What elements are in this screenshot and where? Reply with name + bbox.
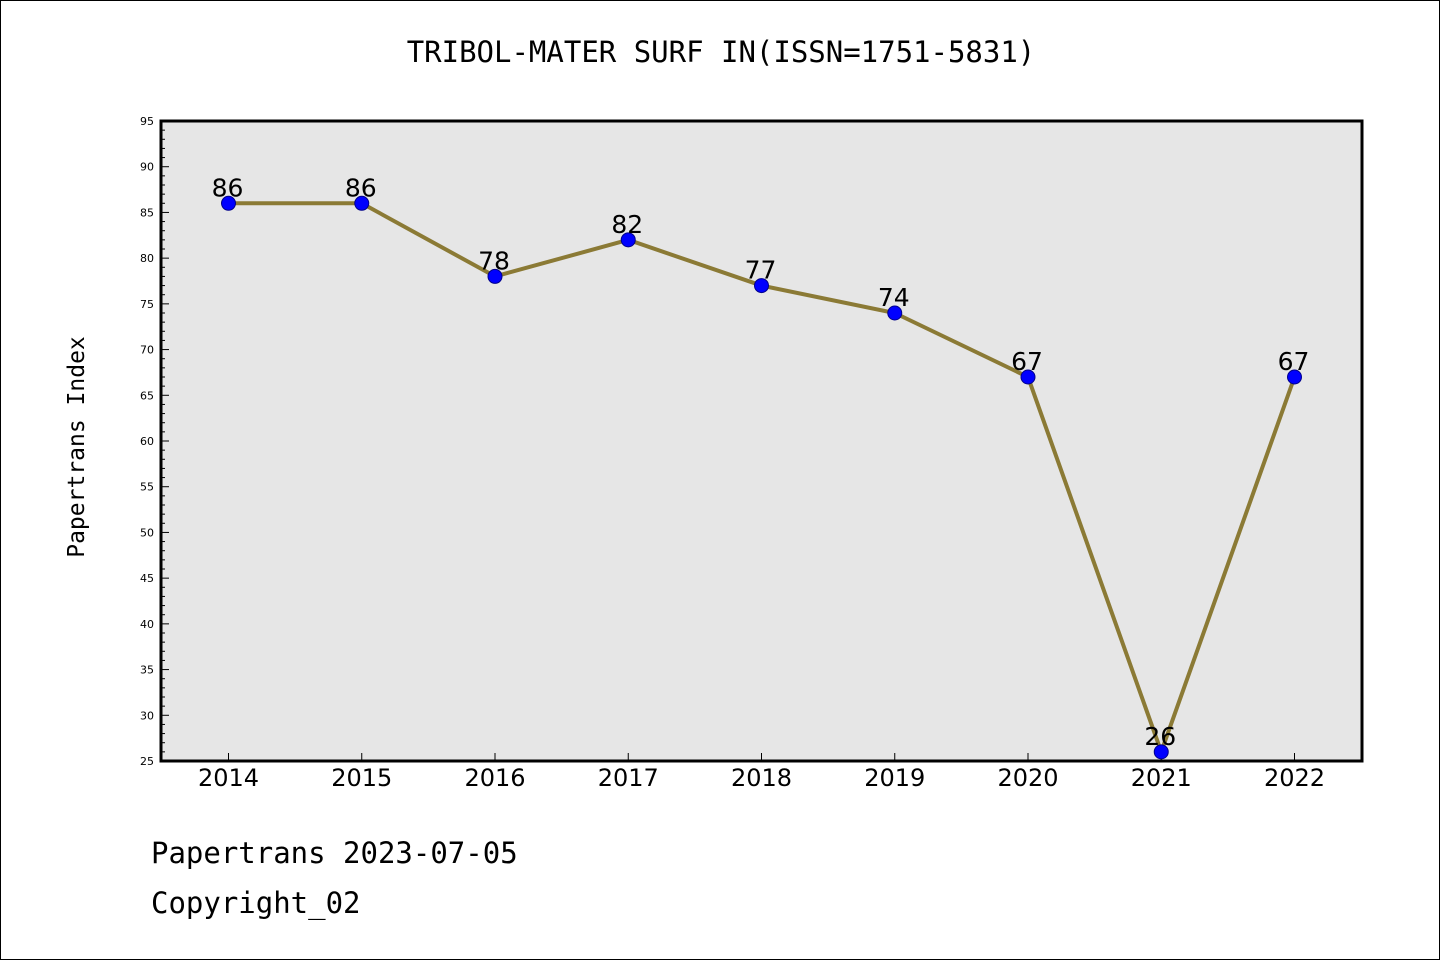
x-tick-label: 2022 (1264, 764, 1325, 792)
data-label: 86 (212, 173, 244, 202)
data-point (221, 195, 236, 211)
x-tick-label: 2015 (331, 764, 392, 792)
y-tick-label: 35 (140, 664, 154, 677)
y-tick-label: 70 (140, 344, 154, 357)
plot-area (159, 119, 1364, 763)
y-tick-label: 90 (140, 161, 154, 174)
x-tick-label: 2017 (598, 764, 659, 792)
y-tick-label: 85 (140, 206, 154, 219)
y-tick-label: 80 (140, 252, 154, 265)
x-tick-label: 2019 (864, 764, 925, 792)
series-layer: 86 86 78 82 77 74 67 26 67 (212, 173, 1310, 760)
data-label: 74 (878, 283, 910, 312)
x-tick-label: 2014 (198, 764, 259, 792)
data-point (754, 278, 769, 294)
y-tick-label: 55 (140, 481, 154, 494)
data-label: 78 (478, 246, 510, 275)
y-tick-label: 50 (140, 526, 154, 539)
data-label: 77 (745, 256, 777, 285)
data-point (887, 305, 903, 321)
y-tick-label: 65 (140, 389, 154, 402)
y-tick-label: 45 (140, 572, 154, 585)
data-point (354, 195, 370, 211)
y-tick-label: 30 (140, 709, 154, 722)
data-point (620, 232, 636, 248)
data-label: 67 (1278, 347, 1310, 376)
data-label: 26 (1144, 722, 1176, 751)
y-axis: 25 30 35 40 45 50 55 60 65 70 75 80 85 90 95 (140, 115, 169, 768)
data-point (487, 268, 503, 284)
x-tick-label: 2021 (1131, 764, 1192, 792)
footer-date: Papertrans 2023-07-05 (151, 836, 518, 870)
x-tick-label: 2018 (731, 764, 792, 792)
y-tick-label: 75 (140, 298, 154, 311)
x-tick-label: 2020 (997, 764, 1058, 792)
x-axis: 2014 2015 2016 2017 2018 2019 2020 2021 2022 (198, 753, 1325, 792)
x-tick-label: 2016 (464, 764, 525, 792)
data-point (1153, 744, 1169, 760)
data-label: 67 (1011, 347, 1043, 376)
chart-title: TRIBOL-MATER SURF IN(ISSN=1751-5831) (406, 35, 1036, 69)
y-tick-label: 40 (140, 618, 154, 631)
data-point (1287, 369, 1302, 385)
data-point (1020, 369, 1036, 385)
y-tick-label: 95 (140, 115, 154, 128)
y-tick-label: 60 (140, 435, 154, 448)
y-tick-label: 25 (140, 755, 154, 768)
data-label: 86 (345, 173, 377, 202)
footer-copyright: Copyright_02 (151, 886, 361, 920)
data-label: 82 (611, 210, 643, 239)
